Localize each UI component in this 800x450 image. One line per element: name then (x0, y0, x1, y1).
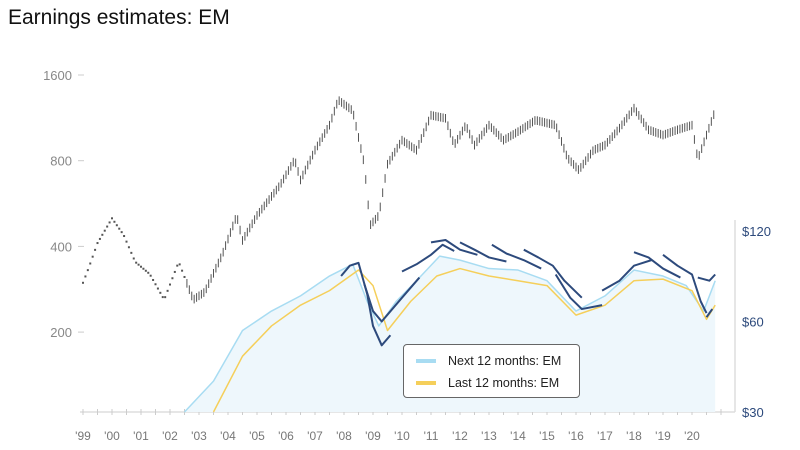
x-tick-label: '16 (568, 429, 584, 443)
index-point (173, 270, 176, 273)
index-point (132, 257, 135, 260)
estimate-segment (662, 254, 708, 314)
index-point (156, 287, 159, 290)
index-point (140, 265, 142, 268)
estimate-segment (363, 276, 421, 323)
index-point (166, 289, 169, 292)
estimate-segment (697, 273, 716, 282)
index-point (89, 262, 92, 265)
right-tick-label: $60 (742, 315, 764, 330)
legend-swatch-next12 (416, 359, 436, 363)
x-tick-label: '13 (481, 429, 497, 443)
x-tick-label: '05 (249, 429, 265, 443)
index-point (135, 261, 138, 264)
legend-item-next12: Next 12 months: EM (416, 354, 561, 368)
index-point (82, 281, 84, 284)
index-point (111, 217, 113, 220)
estimate-segment (633, 251, 681, 279)
index-point (113, 220, 116, 223)
legend-label: Next 12 months: EM (448, 354, 562, 368)
index-point (181, 269, 184, 272)
last12-line (212, 267, 716, 413)
x-tick-label: '06 (278, 429, 294, 443)
next12-area (184, 256, 716, 412)
x-tick-label: '01 (133, 429, 149, 443)
x-tick-label: '20 (684, 429, 700, 443)
x-tick-label: '18 (626, 429, 642, 443)
index-point (147, 271, 150, 274)
estimate-segment (523, 248, 583, 299)
x-tick-label: '04 (220, 429, 236, 443)
index-point (144, 269, 147, 272)
index-point (115, 224, 118, 227)
x-tick-label: '10 (394, 429, 410, 443)
x-tick-label: '11 (424, 429, 439, 443)
index-point (137, 263, 140, 266)
index-point (101, 233, 104, 236)
estimate-segment (430, 239, 478, 256)
index-point (149, 274, 152, 277)
next12-line (183, 255, 716, 413)
chart-title: Earnings estimates: EM (8, 6, 230, 29)
index-point (183, 275, 186, 278)
estimate-segment (459, 241, 507, 263)
index-point (130, 251, 133, 254)
left-tick-label: 800 (50, 154, 72, 169)
index-point (108, 221, 111, 224)
index-point (159, 291, 162, 294)
index-point (178, 263, 181, 266)
legend-swatch-last12 (416, 381, 436, 385)
index-point (96, 242, 99, 245)
estimate-segment (554, 273, 603, 311)
index-point (86, 269, 89, 272)
left-tick-label: 200 (50, 325, 72, 340)
right-tick-label: $120 (742, 224, 771, 239)
index-point (142, 267, 145, 270)
index-point (176, 264, 179, 267)
index-point (118, 227, 121, 230)
index-point (125, 240, 128, 243)
index-point (103, 229, 106, 232)
index-point (161, 296, 164, 299)
x-tick-label: '09 (365, 429, 381, 443)
x-tick-label: '08 (336, 429, 352, 443)
x-tick-label: '15 (539, 429, 555, 443)
estimate-segment (705, 308, 714, 318)
index-point (94, 248, 97, 251)
estimate-segment (401, 243, 455, 273)
estimate-segment (601, 259, 652, 292)
index-point (127, 246, 130, 249)
index-point (152, 278, 155, 281)
index-point (154, 283, 157, 286)
left-tick-label: 400 (50, 239, 72, 254)
x-tick-label: '12 (452, 429, 468, 443)
x-tick-label: '99 (75, 429, 91, 443)
x-tick-label: '14 (510, 429, 526, 443)
x-tick-label: '17 (597, 429, 613, 443)
x-tick-label: '03 (191, 429, 207, 443)
left-tick-label: 1600 (43, 68, 72, 83)
legend-label: Last 12 months: EM (448, 376, 560, 390)
x-tick-label: '07 (307, 429, 323, 443)
x-tick-label: '19 (655, 429, 671, 443)
right-tick-label: $30 (742, 405, 764, 420)
legend: Next 12 months: EM Last 12 months: EM (403, 344, 580, 398)
index-point (123, 235, 126, 238)
estimate-segment (491, 243, 542, 270)
index-point (91, 255, 94, 258)
index-point (164, 296, 167, 299)
index-point (106, 225, 109, 228)
x-tick-label: '02 (162, 429, 178, 443)
legend-item-last12: Last 12 months: EM (416, 376, 559, 390)
x-tick-label: '00 (104, 429, 120, 443)
index-point (84, 275, 87, 278)
index-point (171, 277, 174, 280)
index-point (120, 231, 123, 234)
index-point (98, 237, 101, 240)
index-point (169, 283, 171, 286)
